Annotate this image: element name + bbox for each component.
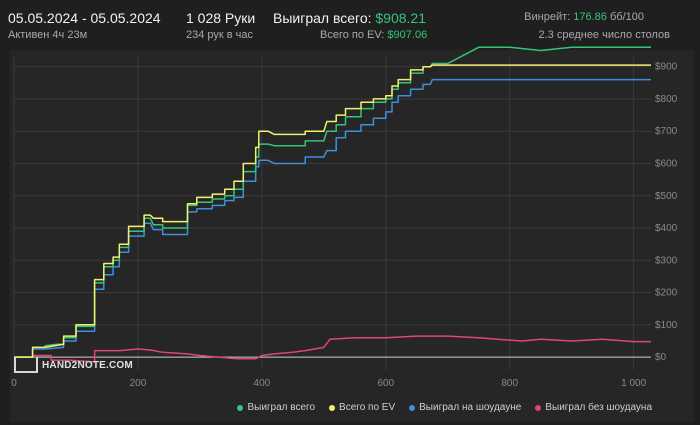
- y-tick-label-8: $800: [655, 94, 678, 105]
- logo-text: HAND2NOTE.COM: [42, 359, 133, 371]
- legend-dot-icon: [409, 404, 416, 411]
- axis-ticks: 0 200 400 600 800 1 000 $0 $100 $200 $300 $400 $500…: [11, 62, 677, 389]
- y-tick-label-1: $100: [655, 320, 678, 331]
- won-total-value: $908.21: [375, 10, 426, 26]
- hands-count: 1 028 Руки: [186, 10, 256, 26]
- x-tick-label-0: 0: [11, 378, 17, 389]
- y-tick-label-2: $200: [655, 288, 678, 299]
- legend-item-2[interactable]: Выиграл на шоудауне: [409, 402, 521, 413]
- won-total-label: Выиграл всего:: [273, 10, 372, 26]
- x-tick-label-4: 800: [501, 378, 518, 389]
- ev-total-label: Всего по EV:: [320, 29, 385, 41]
- hands-per-hour: 234 рук в час: [186, 29, 254, 41]
- date-range: 05.05.2024 - 05.05.2024: [8, 10, 161, 26]
- chart-legend: Выиграл всего Всего по EV Выиграл на шоуда…: [237, 402, 652, 413]
- legend-label: Выиграл без шоудауна: [545, 402, 652, 413]
- winrate-value: 176.86: [573, 11, 607, 23]
- legend-label: Выиграл на шоудауне: [419, 402, 522, 413]
- x-tick-label-2: 400: [254, 378, 271, 389]
- x-tick-label-3: 600: [377, 378, 394, 389]
- legend-item-3[interactable]: Выиграл без шоудауна: [535, 402, 652, 413]
- active-time: Активен 4ч 23м: [8, 29, 88, 41]
- ev-total-value: $907.06: [387, 29, 428, 41]
- series-line-3: [14, 335, 651, 363]
- y-tick-label-9: $900: [655, 62, 678, 73]
- avg-tables: 2.3 среднее число столов: [538, 29, 670, 41]
- chart-panel: [10, 50, 694, 422]
- y-tick-label-3: $300: [655, 255, 678, 266]
- x-tick-label-1: 200: [130, 378, 147, 389]
- winrate: Винрейт: 176.86 бб/100: [524, 11, 644, 23]
- y-tick-label-5: $500: [655, 191, 678, 202]
- series-lines: [14, 46, 651, 363]
- series-line-0: [14, 46, 651, 358]
- legend-label: Всего по EV: [339, 402, 396, 413]
- legend-item-1[interactable]: Всего по EV: [329, 402, 395, 413]
- legend-dot-icon: [329, 404, 336, 411]
- won-total: Выиграл всего: $908.21: [273, 10, 426, 26]
- y-tick-label-4: $400: [655, 223, 678, 234]
- legend-dot-icon: [237, 404, 244, 411]
- series-line-1: [14, 64, 651, 358]
- legend-dot-icon: [535, 404, 542, 411]
- legend-label: Выиграл всего: [247, 402, 316, 413]
- y-tick-label-7: $700: [655, 126, 678, 137]
- legend-item-0[interactable]: Выиграл всего: [237, 402, 315, 413]
- y-tick-label-6: $600: [655, 158, 678, 169]
- winrate-unit: бб/100: [609, 11, 644, 23]
- logo-mark-icon: [14, 357, 38, 373]
- x-tick-label-5: 1 000: [621, 378, 646, 389]
- y-tick-label-0: $0: [655, 352, 667, 363]
- hand2note-logo: HAND2NOTE.COM: [14, 357, 133, 373]
- winrate-label: Винрейт:: [524, 11, 571, 23]
- grid-lines: [13, 57, 651, 370]
- ev-total: Всего по EV: $907.06: [320, 29, 427, 41]
